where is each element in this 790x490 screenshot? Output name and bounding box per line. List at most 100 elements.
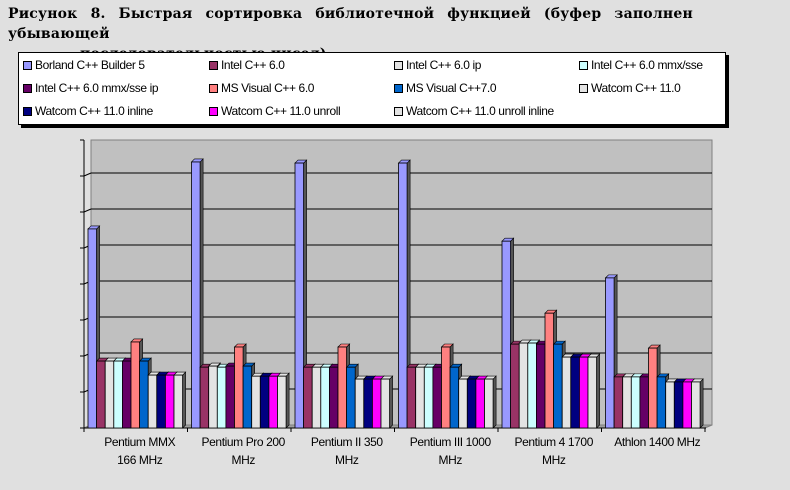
x-tick-label: Pentium III 1000 [410,435,492,449]
bar [164,374,175,429]
bar [682,381,692,429]
bar [622,376,632,429]
legend-label: Watcom C++ 11.0 unroll inline [406,104,554,118]
bar [156,374,166,429]
bar [536,343,546,429]
bar [225,365,235,429]
bar [587,356,598,429]
gridline-side [83,208,92,213]
bar [553,343,563,429]
x-tick-label: Pentium Pro 200 [202,435,286,449]
bar [122,360,132,429]
bar [605,277,615,429]
bar [173,374,184,429]
bar [216,366,227,429]
legend-label: MS Visual C++ 6.0 [221,81,315,95]
legend-label: MS Visual C++7.0 [406,81,497,95]
legend-item: Intel C++ 6.0 mmx/sse [579,58,703,72]
bar [441,346,451,429]
bar [665,381,675,429]
x-tick-label: MHz [232,453,256,467]
bar [561,356,572,429]
bar [466,378,477,429]
x-tick-label: Pentium 4 1700 [515,435,594,449]
x-tick-label: Athlon 1400 MHz [614,435,700,449]
legend-item: Borland C++ Builder 5 [23,58,145,72]
bar [673,381,684,429]
bar [328,366,339,429]
legend-item: Intel C++ 6.0 mmx/sse ip [23,81,159,95]
x-tick-label: Pentium MMX [104,435,175,449]
legend-item: Intel C++ 6.0 [209,58,285,72]
legend-label: Intel C++ 6.0 mmx/sse ip [35,81,159,95]
legend-label: Borland C++ Builder 5 [35,58,145,72]
legend-swatch [209,106,218,116]
bar [380,378,391,429]
legend-item: Watcom C++ 11.0 unroll [209,104,341,118]
legend-label: Watcom C++ 11.0 [591,81,681,95]
legend-swatch [394,106,403,116]
bar [527,342,537,429]
bar [242,365,253,429]
bar [199,366,210,429]
legend-swatch [209,60,218,70]
legend-item: Watcom C++ 11.0 inline [23,104,153,118]
bar-side [389,375,393,429]
bar [613,376,624,429]
bar [147,374,158,429]
bar [96,360,106,429]
legend-label: Intel C++ 6.0 mmx/sse [591,58,703,72]
bar [191,161,201,429]
bar [139,360,149,429]
bar [458,378,468,429]
bar [130,341,141,429]
gridline-side [83,172,92,177]
x-tick-label: 166 MHz [117,453,163,467]
bar [208,365,218,429]
legend-label: Watcom C++ 11.0 inline [35,104,153,118]
bar [579,356,589,429]
legend-label: Watcom C++ 11.0 unroll [221,104,341,118]
legend-swatch [579,60,588,70]
bar [259,375,270,429]
legend-label: Intel C++ 6.0 [221,58,285,72]
bar [544,312,555,429]
legend-item: Watcom C++ 11.0 [579,81,681,95]
bar-side [285,372,290,429]
bar [475,378,485,429]
bar [277,375,287,429]
bar-side [699,378,704,429]
bar [87,228,98,429]
bar [251,375,261,429]
bar [363,378,373,429]
bar [432,366,442,429]
legend-swatch [23,83,32,93]
bar [484,378,494,429]
bar [337,346,348,429]
bar [303,366,313,429]
bar-side [182,371,186,429]
legend-swatch [23,60,32,70]
bar [346,366,356,429]
bar [510,343,520,429]
chart-legend: Borland C++ Builder 5 Intel C++ 6.0 Intel … [18,52,726,125]
bar [691,381,701,429]
bar [656,376,667,429]
bar-side [596,353,600,429]
title-line-1: Рисунок 8. Быстрая сортировка библиотечн… [8,6,693,42]
bar [415,366,425,429]
legend-swatch [23,106,32,116]
x-tick-label: MHz [335,453,359,467]
bar [311,366,322,429]
bar [630,376,641,429]
legend-item: MS Visual C++ 6.0 [209,81,314,95]
bar [518,342,529,429]
x-tick-label: Pentium II 350 [311,435,384,449]
bar [423,366,434,429]
bar [639,376,649,429]
bar [570,356,580,429]
x-tick-label: MHz [439,453,463,467]
legend-item: Intel C++ 6.0 ip [394,58,481,72]
legend-item: Watcom C++ 11.0 unroll inline [394,104,554,118]
